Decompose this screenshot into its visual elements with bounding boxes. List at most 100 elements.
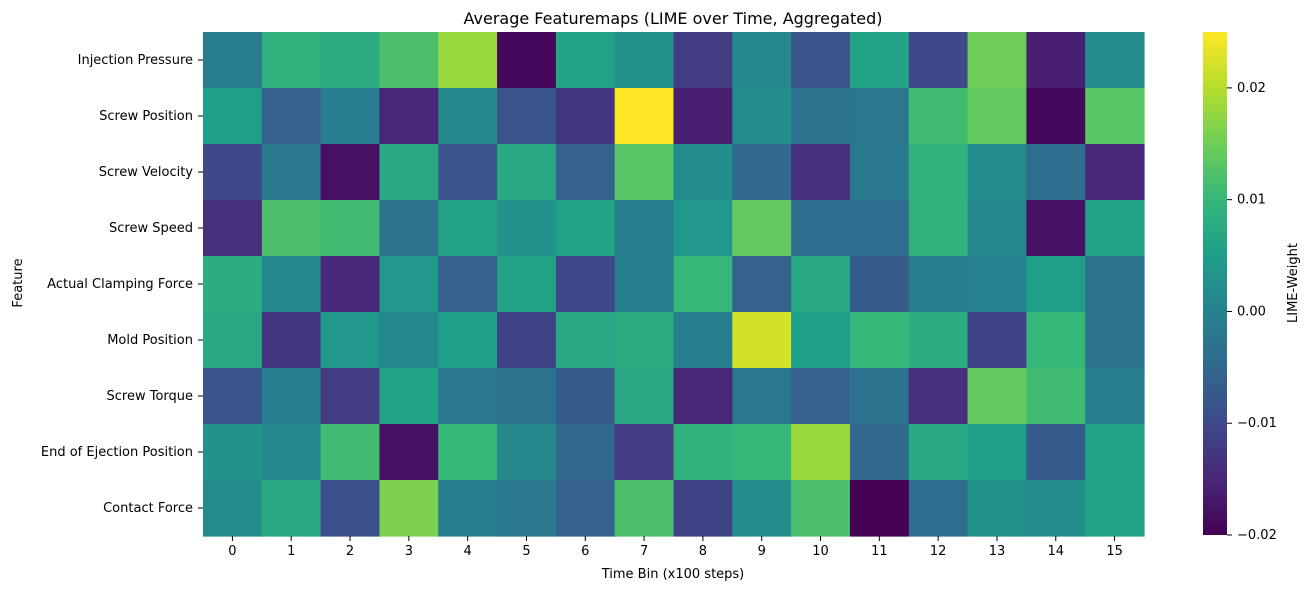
x-tick-label: 12 xyxy=(930,544,947,559)
heatmap-cell xyxy=(908,88,969,145)
x-axis-label: Time Bin (x100 steps) xyxy=(601,567,745,582)
heatmap-cell xyxy=(438,200,498,257)
colorbar-tick-label: 0.00 xyxy=(1237,304,1266,319)
heatmap-cell xyxy=(555,256,616,313)
heatmap-cell xyxy=(261,424,322,481)
heatmap-cell xyxy=(379,88,439,145)
heatmap-cell xyxy=(497,480,557,537)
y-tick-label: Screw Torque xyxy=(106,389,193,404)
heatmap-cell xyxy=(732,32,792,89)
y-tick-label: End of Ejection Position xyxy=(41,445,193,460)
heatmap-cell xyxy=(732,368,792,425)
heatmap-cell xyxy=(555,32,616,89)
heatmap-cell xyxy=(673,256,733,313)
heatmap-cell xyxy=(438,312,498,369)
heatmap-cell xyxy=(1026,32,1086,89)
heatmap-cell xyxy=(379,256,439,313)
heatmap-cell xyxy=(967,144,1027,201)
heatmap-cell xyxy=(791,480,851,537)
heatmap-cell xyxy=(438,32,498,89)
heatmap-cell xyxy=(320,312,381,369)
heatmap-cell xyxy=(614,200,675,257)
x-tick-label: 15 xyxy=(1106,544,1123,559)
heatmap-cell xyxy=(555,200,616,257)
heatmap-cell xyxy=(967,200,1027,257)
x-tick-label: 9 xyxy=(758,544,766,559)
heatmap-cell xyxy=(967,88,1027,145)
heatmap-cell xyxy=(791,32,851,89)
heatmap-cell xyxy=(320,200,381,257)
heatmap-cell xyxy=(1085,424,1145,481)
x-tick-label: 0 xyxy=(228,544,236,559)
heatmap-cell xyxy=(1085,144,1145,201)
heatmap-cell xyxy=(849,368,910,425)
heatmap-cell xyxy=(849,32,910,89)
heatmap-cell xyxy=(320,32,381,89)
y-axis-label: Feature xyxy=(11,258,26,307)
heatmap-cell xyxy=(379,312,439,369)
heatmap-cell xyxy=(673,32,733,89)
heatmap-cell xyxy=(908,424,969,481)
heatmap-cell xyxy=(673,144,733,201)
x-tick-label: 4 xyxy=(464,544,472,559)
heatmap-cell xyxy=(555,480,616,537)
heatmap-cell xyxy=(614,256,675,313)
colorbar-tick-label: 0.02 xyxy=(1237,81,1266,96)
heatmap-cell xyxy=(732,312,792,369)
heatmap-cell xyxy=(320,88,381,145)
colorbar-tick-label: −0.01 xyxy=(1237,416,1277,431)
heatmap-cell xyxy=(320,424,381,481)
heatmap-cell xyxy=(849,144,910,201)
heatmap-cell xyxy=(261,480,322,537)
heatmap-cell xyxy=(791,256,851,313)
heatmap-cell xyxy=(791,88,851,145)
heatmap-cell xyxy=(673,88,733,145)
x-tick-label: 1 xyxy=(287,544,295,559)
heatmap-cell xyxy=(1085,312,1145,369)
heatmap-cell xyxy=(908,32,969,89)
heatmap-cell xyxy=(1026,424,1086,481)
heatmap-cell xyxy=(379,368,439,425)
heatmap-cell xyxy=(555,88,616,145)
heatmap-cell xyxy=(1026,256,1086,313)
heatmap-cell xyxy=(555,312,616,369)
heatmap-cell xyxy=(497,32,557,89)
chart-title: Average Featuremaps (LIME over Time, Agg… xyxy=(464,9,883,28)
heatmap-cell xyxy=(261,312,322,369)
y-tick-label: Screw Speed xyxy=(109,221,193,236)
heatmap-cell xyxy=(732,144,792,201)
x-axis: 0 1 2 3 4 5 6 7 8 9 10 11 12 13 14 15 xyxy=(228,536,1123,559)
y-tick-label: Screw Position xyxy=(99,109,193,124)
heatmap-cell xyxy=(967,312,1027,369)
heatmap-cells xyxy=(203,32,1145,537)
heatmap-cell xyxy=(203,88,263,145)
y-tick-label: Screw Velocity xyxy=(99,165,194,180)
heatmap-cell xyxy=(908,144,969,201)
heatmap-cell xyxy=(614,144,675,201)
x-tick-label: 11 xyxy=(871,544,888,559)
heatmap-cell xyxy=(261,256,322,313)
colorbar-ticks: −0.02 −0.01 0.00 0.01 0.02 xyxy=(1227,81,1277,543)
x-tick-label: 6 xyxy=(581,544,589,559)
x-tick-label: 10 xyxy=(812,544,829,559)
heatmap-cell xyxy=(438,256,498,313)
heatmap-cell xyxy=(261,88,322,145)
heatmap-cell xyxy=(497,368,557,425)
heatmap-cell xyxy=(497,144,557,201)
heatmap-cell xyxy=(791,200,851,257)
x-tick-label: 5 xyxy=(522,544,530,559)
heatmap-cell xyxy=(1026,144,1086,201)
heatmap-cell xyxy=(379,424,439,481)
heatmap-cell xyxy=(438,424,498,481)
heatmap-cell xyxy=(261,200,322,257)
heatmap-cell xyxy=(379,144,439,201)
y-axis: Injection Pressure Screw Position Screw Ve… xyxy=(41,53,203,516)
heatmap-cell xyxy=(791,424,851,481)
heatmap-cell xyxy=(497,200,557,257)
heatmap-cell xyxy=(732,256,792,313)
heatmap-cell xyxy=(967,32,1027,89)
x-tick-label: 14 xyxy=(1048,544,1065,559)
heatmap-cell xyxy=(203,256,263,313)
